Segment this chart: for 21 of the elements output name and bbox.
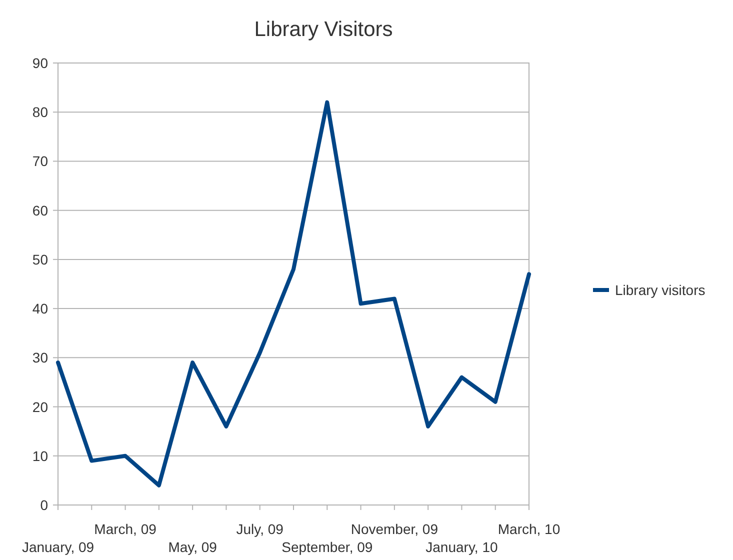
legend-label: Library visitors <box>615 282 706 298</box>
x-tick-label: May, 09 <box>168 539 218 555</box>
y-tick-label: 30 <box>32 350 48 366</box>
y-tick-label: 70 <box>32 153 48 170</box>
y-tick-label: 20 <box>32 398 48 415</box>
line-series <box>56 100 531 488</box>
x-tick-label: November, 09 <box>350 521 438 537</box>
y-tick-label: 40 <box>32 300 48 317</box>
y-tick-label: 60 <box>32 202 48 218</box>
y-tick-label: 0 <box>40 497 48 513</box>
chart-title: Library Visitors <box>254 18 393 41</box>
y-tick-label: 50 <box>32 251 48 268</box>
y-tick-label: 80 <box>32 104 48 120</box>
y-tick-label: 90 <box>32 55 48 71</box>
x-tick-label: July, 09 <box>236 521 284 537</box>
x-tick-label: March, 09 <box>94 521 157 537</box>
x-tick-label: September, 09 <box>282 539 373 555</box>
x-tick-label: March, 10 <box>498 521 560 537</box>
x-tick-label: January, 09 <box>22 539 94 555</box>
y-tick-label: 10 <box>32 448 48 464</box>
x-tick-label: January, 10 <box>426 539 498 555</box>
